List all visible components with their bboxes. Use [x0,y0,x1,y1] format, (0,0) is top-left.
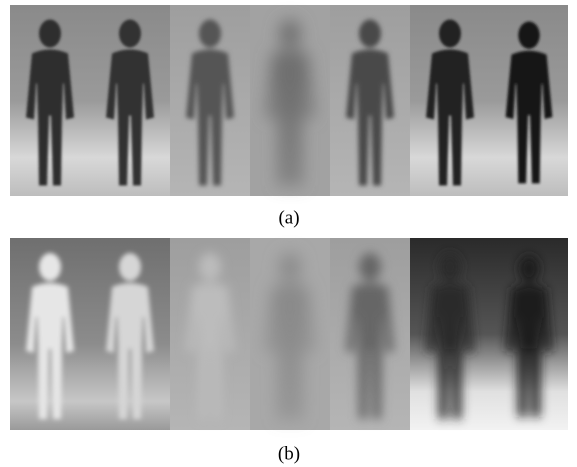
caption: (b) [278,443,300,464]
caption: (a) [278,207,299,228]
figure: (a) (b) [0,0,577,467]
row-b [10,238,568,430]
row-a [10,5,568,196]
page: (a) (b) (() => { const data = JSON.parse… [0,0,577,467]
